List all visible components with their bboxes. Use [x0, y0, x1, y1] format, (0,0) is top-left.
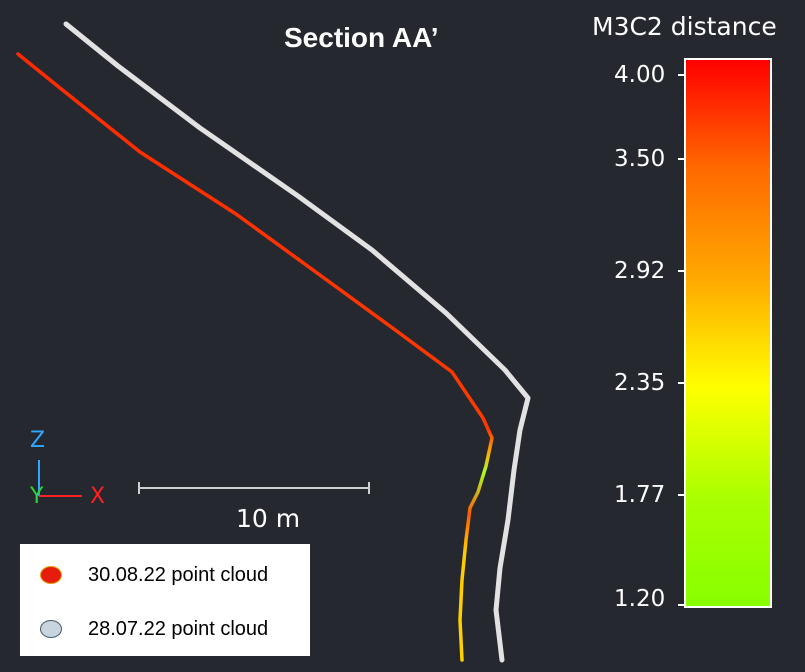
scale-bar — [138, 482, 370, 494]
scale-tick-mark — [678, 604, 686, 606]
legend-label: 28.07.22 point cloud — [88, 617, 269, 640]
y-axis-label: Y — [30, 484, 44, 509]
legend: 30.08.22 point cloud 28.07.22 point clou… — [20, 544, 310, 656]
point-cloud-3008-profile — [16, 52, 494, 662]
scale-tick-label: 2.35 — [614, 370, 666, 396]
scale-tick-label: 3.50 — [614, 146, 666, 172]
point-cloud-2807-profile — [63, 21, 531, 663]
scale-tick-mark — [678, 270, 686, 272]
gray-dot-icon — [40, 620, 62, 638]
scale-tick-label: 1.77 — [614, 482, 666, 508]
scale-bar-label: 10 m — [236, 504, 301, 533]
scale-tick-label: 2.92 — [614, 258, 666, 284]
scale-tick-label: 1.20 — [614, 586, 666, 612]
x-axis-label: X — [90, 484, 106, 509]
scale-tick-mark — [678, 74, 686, 76]
legend-label: 30.08.22 point cloud — [88, 563, 269, 586]
axis-triad-icon — [38, 460, 82, 497]
scale-tick-label: 4.00 — [614, 62, 666, 88]
scale-title: M3C2 distance — [592, 12, 777, 41]
legend-item: 30.08.22 point cloud — [40, 560, 268, 590]
section-title: Section AA’ — [284, 22, 439, 53]
scale-tick-mark — [678, 494, 686, 496]
scale-tick-mark — [678, 158, 686, 160]
color-scale-bar — [684, 58, 772, 608]
legend-item: 28.07.22 point cloud — [40, 614, 268, 644]
red-dot-icon — [40, 566, 62, 584]
z-axis-label: Z — [30, 428, 46, 453]
scale-tick-mark — [678, 382, 686, 384]
